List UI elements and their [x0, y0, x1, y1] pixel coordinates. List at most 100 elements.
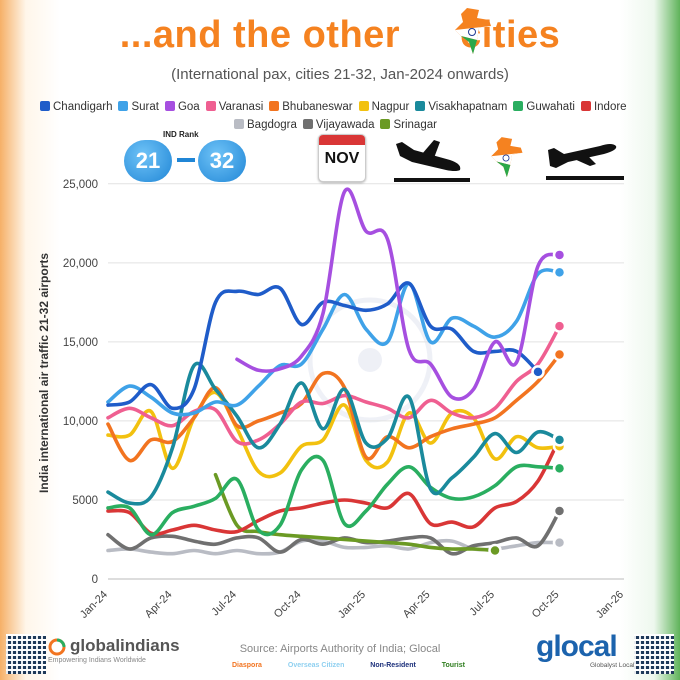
footer-source: Source: Airports Authority of India; Glo…	[239, 643, 441, 655]
series-endpoint-bhubaneswar	[552, 347, 567, 362]
legend-item-chandigarh: Chandigarh	[40, 98, 112, 116]
legend-item-visakhapatnam: Visakhapatnam	[415, 98, 507, 116]
series-line-guwahati	[106, 454, 562, 537]
tag-overseas-citizen: Overseas Citizen	[287, 662, 345, 669]
rank-badge-dash	[177, 158, 195, 162]
legend-label: Srinagar	[393, 119, 437, 131]
series-line-nagpur	[106, 390, 562, 479]
legend-item-surat: Surat	[118, 98, 159, 116]
series-line-indore	[106, 436, 562, 536]
y-tick-label: 0	[92, 574, 98, 586]
legend-label: Varanasi	[218, 101, 264, 113]
y-axis-label: India international air traffic 21-32 ai…	[37, 253, 51, 493]
series-endpoint-srinagar	[488, 543, 502, 558]
legend-swatch	[205, 101, 216, 111]
x-tick-label: Oct-25	[530, 589, 562, 621]
x-tick-label: Apr-25	[401, 589, 433, 621]
y-tick-label: 20,000	[63, 258, 98, 270]
legend-swatch	[269, 101, 280, 111]
legend-item-bhubaneswar: Bhubaneswar	[269, 98, 353, 116]
page-title: ...and the other cities	[0, 14, 680, 57]
legend-swatch	[380, 119, 391, 129]
legend-swatch	[40, 101, 50, 111]
series-line-chandigarh	[106, 281, 540, 411]
title-left: ...and the other	[119, 14, 401, 56]
legend-item-varanasi: Varanasi	[205, 98, 264, 116]
qr-code-right	[634, 634, 674, 674]
tag-tourist: Tourist	[441, 662, 465, 669]
y-tick-label: 10,000	[63, 416, 98, 428]
series-endpoint-goa	[552, 248, 567, 262]
series-endpoint-vijayawada	[552, 504, 567, 518]
glocal-tagline: Globalyst Local	[590, 662, 635, 669]
legend-label: Visakhapatnam	[428, 101, 508, 113]
legend-swatch	[513, 101, 524, 111]
series-line-varanasi	[106, 324, 562, 446]
legend-swatch	[302, 119, 313, 129]
plane-landing-icon	[394, 140, 470, 182]
legend-label: Bhubaneswar	[282, 101, 353, 113]
x-tick-label: Jan-24	[78, 589, 110, 621]
series-line-visakhapatnam	[106, 361, 562, 506]
glocal-brand: glocal	[536, 630, 618, 663]
x-tick-label: Oct-24	[272, 589, 304, 621]
tag-diaspora: Diaspora	[232, 662, 262, 669]
legend-item-srinagar: Srinagar	[380, 116, 437, 134]
series-endpoint-chandigarh	[531, 365, 545, 379]
legend-swatch	[358, 101, 369, 111]
legend-swatch	[415, 101, 426, 111]
series-endpoint-surat	[552, 265, 567, 280]
tag-non-resident: Non-Resident	[370, 662, 416, 669]
globalindians-logo-icon	[48, 638, 66, 656]
legend-item-indore: Indore	[580, 98, 627, 116]
x-tick-label: Jul-25	[467, 589, 497, 619]
legend-label: Chandigarh	[53, 101, 113, 113]
globalindians-name: globalindians	[70, 636, 180, 655]
series-endpoint-visakhapatnam	[552, 433, 567, 447]
rank-badge-to: 32	[198, 140, 246, 182]
calendar-icon: NOV	[318, 134, 366, 182]
x-tick-label: Jan-26	[594, 589, 626, 621]
legend-item-nagpur: Nagpur	[358, 98, 410, 116]
globalindians-tagline: Empowering Indians Worldwide	[48, 657, 146, 664]
legend-item-vijayawada: Vijayawada	[302, 116, 375, 134]
calendar-label: NOV	[324, 150, 360, 167]
legend-swatch	[234, 119, 244, 129]
legend-swatch	[118, 101, 129, 111]
x-tick-label: Jan-25	[336, 589, 368, 621]
series-line-goa	[235, 187, 562, 401]
chart-legend: Chandigarh Surat Goa Varanasi Bhubaneswar Nag…	[40, 98, 660, 134]
series-endpoint-varanasi	[552, 319, 567, 333]
legend-label: Indore	[593, 101, 627, 113]
legend-item-goa: Goa	[164, 98, 200, 116]
x-tick-label: Apr-24	[143, 589, 175, 621]
ashoka-chakra-watermark	[307, 297, 433, 423]
legend-label: Guwahati	[526, 101, 575, 113]
rank-badge-from: 21	[124, 140, 172, 182]
legend-item-bagdogra: Bagdogra	[234, 116, 297, 134]
rank-badge-label: IND Rank	[163, 130, 199, 139]
y-tick-label: 15,000	[63, 337, 98, 349]
legend-swatch	[164, 101, 175, 111]
y-tick-label: 25,000	[63, 179, 98, 191]
legend-item-guwahati: Guwahati	[513, 98, 575, 116]
plane-takeoff-icon	[546, 144, 624, 180]
legend-label: Nagpur	[371, 101, 410, 113]
series-line-vijayawada	[106, 509, 562, 556]
legend-label: Vijayawada	[315, 119, 375, 131]
legend-swatch	[580, 101, 591, 111]
footer-tags: Diaspora Overseas Citizen Non-Resident T…	[232, 662, 489, 669]
legend-label: Goa	[177, 101, 200, 113]
subtitle: (International pax, cities 21-32, Jan-20…	[171, 66, 509, 83]
series-endpoint-guwahati	[552, 461, 567, 476]
india-map-small-icon	[491, 137, 523, 178]
series-line-bhubaneswar	[106, 352, 562, 463]
legend-label: Bagdogra	[247, 119, 297, 131]
legend-label: Surat	[131, 101, 159, 113]
qr-code-left	[6, 634, 46, 674]
x-tick-label: Jul-24	[209, 589, 239, 619]
series-endpoint-bagdogra	[552, 535, 567, 550]
globalindians-brand: globalindians Empowering Indians Worldwi…	[48, 636, 180, 664]
